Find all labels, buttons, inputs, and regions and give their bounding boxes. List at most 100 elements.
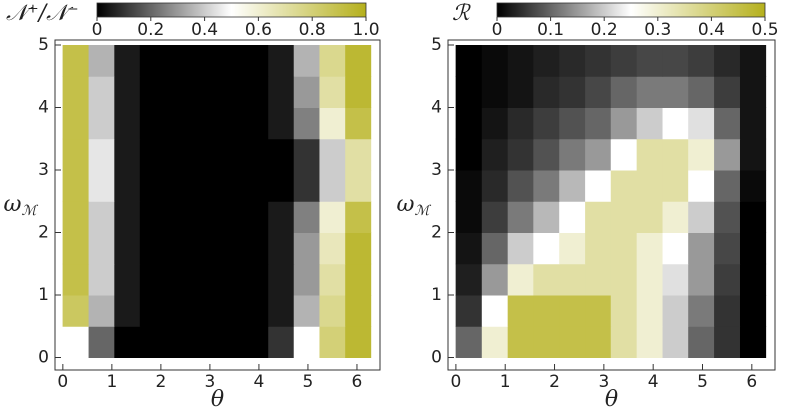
heat-cell bbox=[714, 170, 741, 202]
heat-cell bbox=[191, 295, 218, 327]
heat-cell bbox=[507, 45, 534, 77]
heat-cell bbox=[319, 263, 346, 296]
heat-cell bbox=[268, 295, 295, 327]
heat-cell bbox=[345, 201, 372, 233]
heat-cell bbox=[345, 45, 372, 77]
heat-cell bbox=[455, 170, 483, 202]
heat-cell bbox=[610, 326, 638, 358]
x-tick-label: 3 bbox=[204, 372, 215, 392]
heat-cell bbox=[559, 107, 586, 140]
heat-cell bbox=[739, 201, 767, 233]
heat-cell bbox=[242, 76, 269, 108]
heat-cell bbox=[319, 138, 346, 171]
heat-cell bbox=[688, 170, 715, 202]
heat-cell bbox=[714, 201, 741, 233]
heat-cell bbox=[139, 170, 167, 202]
heat-cell bbox=[481, 201, 509, 233]
heat-cell bbox=[559, 45, 586, 77]
heat-cell bbox=[62, 326, 90, 358]
colorbar-tick-label: 0.6 bbox=[245, 20, 272, 40]
heat-cell bbox=[610, 170, 638, 202]
heat-cell bbox=[139, 107, 167, 140]
heat-cell bbox=[114, 170, 141, 202]
heat-cell bbox=[191, 263, 218, 296]
heat-cell bbox=[114, 326, 141, 358]
heat-cell bbox=[242, 326, 269, 358]
heat-cell bbox=[165, 232, 192, 265]
heat-cell bbox=[662, 138, 689, 171]
colorbar bbox=[496, 2, 766, 18]
heat-cell bbox=[62, 138, 90, 171]
heat-cell bbox=[216, 76, 243, 108]
colorbar-tick-label: 0.2 bbox=[137, 20, 164, 40]
heat-cell bbox=[242, 107, 269, 140]
heat-cell bbox=[636, 76, 664, 108]
x-tick-label: 6 bbox=[746, 372, 757, 392]
heat-cell bbox=[165, 76, 192, 108]
heat-cell bbox=[88, 138, 115, 171]
heat-cell bbox=[293, 295, 320, 327]
heat-cell bbox=[636, 326, 664, 358]
heat-cell bbox=[62, 263, 90, 296]
heat-cell bbox=[533, 201, 560, 233]
heat-cell bbox=[319, 232, 346, 265]
y-tick-label: 4 bbox=[431, 98, 442, 118]
heat-cell bbox=[345, 170, 372, 202]
heat-cell bbox=[714, 138, 741, 171]
heat-cell bbox=[688, 107, 715, 140]
heat-cell bbox=[293, 76, 320, 108]
heat-cell bbox=[507, 76, 534, 108]
y-tick-label: 5 bbox=[431, 35, 442, 55]
heat-cell bbox=[533, 326, 560, 358]
heat-cell bbox=[268, 170, 295, 202]
heat-cell bbox=[216, 232, 243, 265]
heat-cell bbox=[165, 201, 192, 233]
heat-cell bbox=[139, 295, 167, 327]
heat-cell bbox=[216, 45, 243, 77]
heat-cell bbox=[216, 170, 243, 202]
heat-cell bbox=[62, 201, 90, 233]
heat-cell bbox=[739, 295, 767, 327]
heat-cell bbox=[481, 138, 509, 171]
heat-cell bbox=[585, 232, 612, 265]
heat-cell bbox=[688, 45, 715, 77]
heat-cell bbox=[191, 138, 218, 171]
y-tick-label: 3 bbox=[38, 160, 49, 180]
heat-cell bbox=[507, 326, 534, 358]
heat-cell bbox=[62, 45, 90, 77]
heat-cell bbox=[345, 76, 372, 108]
heat-cell bbox=[216, 107, 243, 140]
heat-cell bbox=[268, 45, 295, 77]
y-axis-label: ωℳ bbox=[397, 192, 432, 219]
heat-cell bbox=[610, 45, 638, 77]
heat-cell bbox=[739, 326, 767, 358]
heat-cell bbox=[455, 263, 483, 296]
plot-frame bbox=[447, 39, 776, 371]
heat-cell bbox=[481, 45, 509, 77]
heat-cell bbox=[507, 232, 534, 265]
colorbar-tick-label: 0.3 bbox=[644, 20, 671, 40]
heat-cell bbox=[293, 263, 320, 296]
heat-cell bbox=[455, 45, 483, 77]
heat-cell bbox=[533, 170, 560, 202]
heat-cell bbox=[739, 76, 767, 108]
heat-cell bbox=[610, 263, 638, 296]
heat-cell bbox=[114, 107, 141, 140]
heat-cell bbox=[293, 232, 320, 265]
heat-cell bbox=[191, 45, 218, 77]
heat-cell bbox=[481, 76, 509, 108]
heat-cell bbox=[191, 107, 218, 140]
x-tick-label: 5 bbox=[697, 372, 708, 392]
heat-cell bbox=[114, 232, 141, 265]
heat-cell bbox=[88, 295, 115, 327]
heat-cell bbox=[139, 263, 167, 296]
x-tick-label: 4 bbox=[648, 372, 659, 392]
heat-cell bbox=[345, 295, 372, 327]
heat-cell bbox=[636, 138, 664, 171]
heat-cell bbox=[139, 138, 167, 171]
heat-cell bbox=[533, 138, 560, 171]
heat-cell bbox=[662, 232, 689, 265]
heat-cell bbox=[165, 45, 192, 77]
y-tick-label: 4 bbox=[38, 98, 49, 118]
heat-cell bbox=[559, 232, 586, 265]
